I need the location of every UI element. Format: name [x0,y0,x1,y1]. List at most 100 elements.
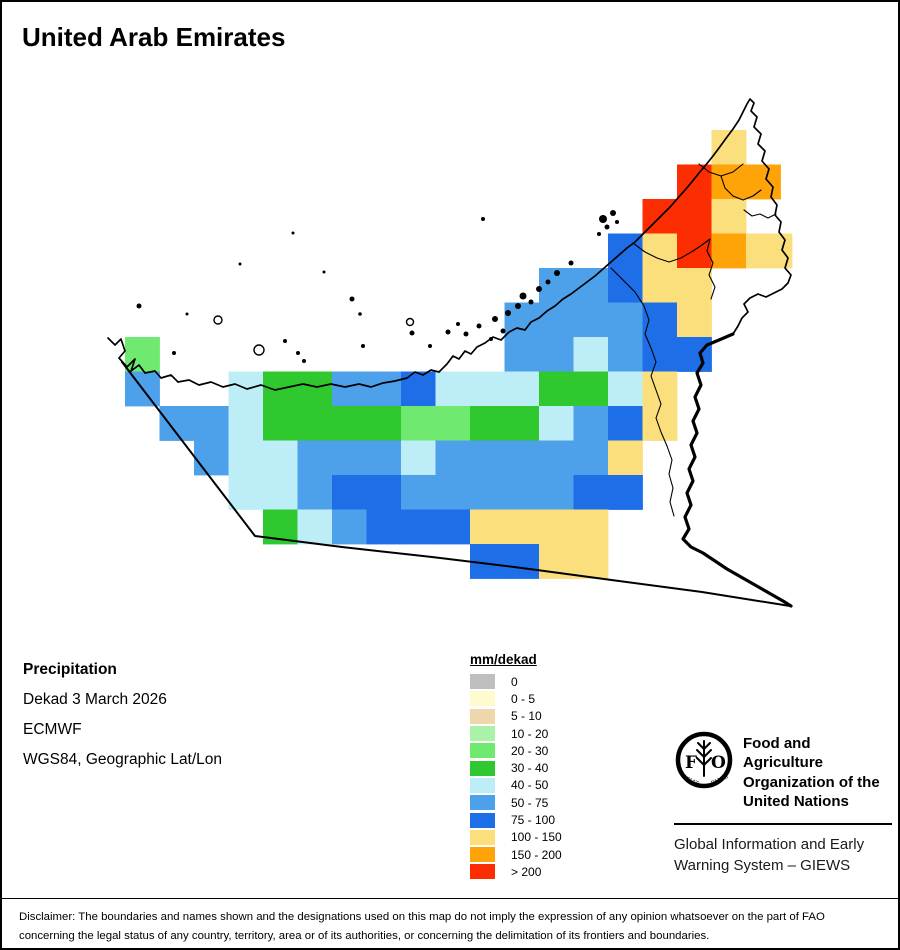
precip-cell [332,509,367,545]
legend-swatch [470,829,495,845]
precip-cell [366,440,402,476]
precip-cell [504,337,540,372]
legend-label: 20 - 30 [511,743,549,758]
precip-cell [228,475,264,510]
precip-cell [746,164,781,200]
coastline [107,98,792,391]
precip-cell [401,371,436,407]
fao-separator [674,822,892,825]
island-dot [536,286,542,292]
emirate-line-5 [720,175,762,201]
precip-cell [711,199,747,234]
precip-cell [435,509,471,545]
island-dot [428,344,432,348]
emirate-line-2 [610,267,675,517]
precip-cell [677,233,712,269]
precip-cell [642,302,678,338]
precip-cell [711,164,747,200]
island-dot [456,322,460,326]
precip-cell [297,509,333,545]
emirate-line-3 [706,238,716,300]
svg-text:PANIS: PANIS [710,774,729,787]
island-dot [492,316,498,322]
precip-cell [539,302,574,338]
disclaimer-separator [2,898,898,899]
precip-cell [642,406,678,441]
precip-cell [711,130,747,165]
legend-item: 40 - 50 [470,777,562,794]
legend-label: 0 - 5 [511,691,536,706]
island-dot [599,215,607,223]
layer-name: Precipitation [23,661,117,678]
legend-item: 0 [470,673,562,690]
precip-cell [228,440,264,476]
precip-cell [608,268,643,303]
island-dot [528,299,534,305]
legend-swatch [470,760,495,776]
precip-cell [263,475,298,510]
precip-cell [573,371,609,407]
fao-logo-icon: F O FIAT PANIS [675,731,733,789]
disclaimer: Disclaimer: The boundaries and names sho… [19,908,889,945]
emirate-line-1 [632,238,711,263]
island-dot [463,331,469,337]
island-dot [296,351,300,355]
precip-cell [297,475,333,510]
legend-label: > 200 [511,864,542,879]
precip-cell [573,544,609,579]
precip-cell [401,406,436,441]
legend-swatch [470,795,495,811]
saudi-border [121,361,791,607]
island-dot [476,323,482,329]
precip-cell [470,509,505,545]
page-title: United Arab Emirates [22,22,286,52]
source-label: ECMWF [23,721,82,738]
legend-label: 30 - 40 [511,761,549,776]
precip-cell [366,509,402,545]
precip-cell [297,406,333,441]
legend-swatch [470,864,495,880]
projection-label: WGS84, Geographic Lat/Lon [23,751,223,768]
precip-cell [677,268,712,303]
legend-label: 50 - 75 [511,795,549,810]
legend-item: 150 - 200 [470,846,562,863]
precip-cell [297,371,333,407]
precip-cell [470,371,505,407]
legend-swatch [470,691,495,707]
legend: mm/dekad 0 0 - 5 5 - 10 10 - 20 20 - 30 30 - … [470,652,562,881]
precip-cell [573,337,609,372]
island-ring [213,315,223,325]
precip-cell [573,406,609,441]
precip-cell [366,371,402,407]
legend-label: 100 - 150 [511,830,562,845]
svg-text:FIAT: FIAT [685,776,700,787]
legend-item: 100 - 150 [470,829,562,846]
fao-org-line: Food and Agriculture [743,735,824,772]
precip-cell [263,406,298,441]
giews-name: Global Information and Early Warning Sys… [674,834,892,876]
island-dot [302,359,306,363]
island-dot [615,220,619,224]
legend-swatch [470,674,495,690]
dekad-label: Dekad 3 March 2026 [23,691,167,708]
legend-label: 150 - 200 [511,847,562,862]
precip-cell [677,199,712,234]
precip-cell [642,233,678,269]
fao-org-name: Food and Agriculture Organization of the… [743,729,892,812]
island-dot [361,344,365,348]
precip-cell [677,337,712,372]
precip-cell [470,475,505,510]
precip-cell [263,440,298,476]
oman-border [681,332,793,608]
precip-cell [746,233,781,269]
legend-label: 75 - 100 [511,813,556,828]
island-dot [604,224,610,230]
precip-cell [573,268,609,303]
island-dot [597,232,601,236]
precip-cell [332,475,367,510]
island-dot [185,312,189,316]
precip-cell [125,337,160,372]
island-dot [358,312,362,316]
island-dot [291,231,295,235]
island-dot [489,337,493,341]
